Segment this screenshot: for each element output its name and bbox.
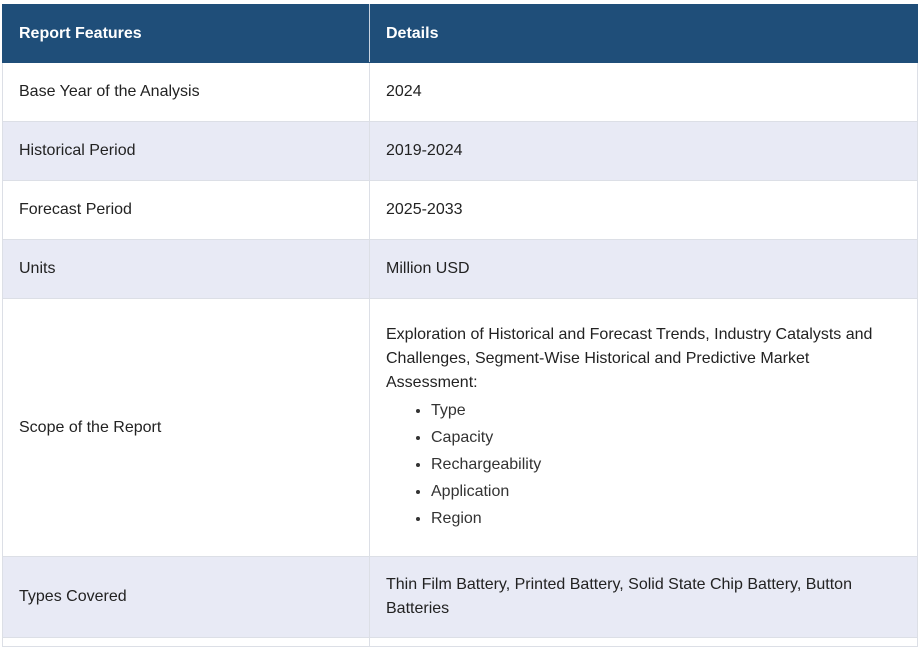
feature-cell: Types Covered — [2, 556, 370, 638]
list-item: Region — [431, 505, 901, 532]
list-item: Rechargeability — [431, 451, 901, 478]
details-cell — [369, 637, 918, 647]
details-cell: Exploration of Historical and Forecast T… — [369, 298, 918, 557]
list-item: Application — [431, 478, 901, 505]
details-cell: 2019-2024 — [369, 121, 918, 181]
table-row — [2, 637, 918, 647]
header-details: Details — [369, 4, 918, 63]
list-item: Type — [431, 397, 901, 424]
table-header-row: Report Features Details — [2, 4, 918, 63]
table-row: Forecast Period 2025-2033 — [2, 180, 918, 240]
table-row: Historical Period 2019-2024 — [2, 121, 918, 181]
details-cell: 2025-2033 — [369, 180, 918, 240]
details-cell: Million USD — [369, 239, 918, 299]
details-cell: 2024 — [369, 62, 918, 122]
feature-cell: Units — [2, 239, 370, 299]
scope-list: Type Capacity Rechargeability Applicatio… — [386, 397, 901, 532]
feature-cell — [2, 637, 370, 647]
scope-intro-text: Exploration of Historical and Forecast T… — [386, 326, 873, 391]
details-cell: Thin Film Battery, Printed Battery, Soli… — [369, 556, 918, 638]
table-row-scope: Scope of the Report Exploration of Histo… — [2, 298, 918, 557]
feature-cell: Historical Period — [2, 121, 370, 181]
feature-cell: Scope of the Report — [2, 298, 370, 557]
table-row: Types Covered Thin Film Battery, Printed… — [2, 556, 918, 638]
report-features-table: Report Features Details Base Year of the… — [2, 4, 918, 647]
feature-cell: Forecast Period — [2, 180, 370, 240]
feature-cell: Base Year of the Analysis — [2, 62, 370, 122]
table-row: Base Year of the Analysis 2024 — [2, 62, 918, 122]
list-item: Capacity — [431, 424, 901, 451]
table-row: Units Million USD — [2, 239, 918, 299]
header-report-features: Report Features — [2, 4, 370, 63]
